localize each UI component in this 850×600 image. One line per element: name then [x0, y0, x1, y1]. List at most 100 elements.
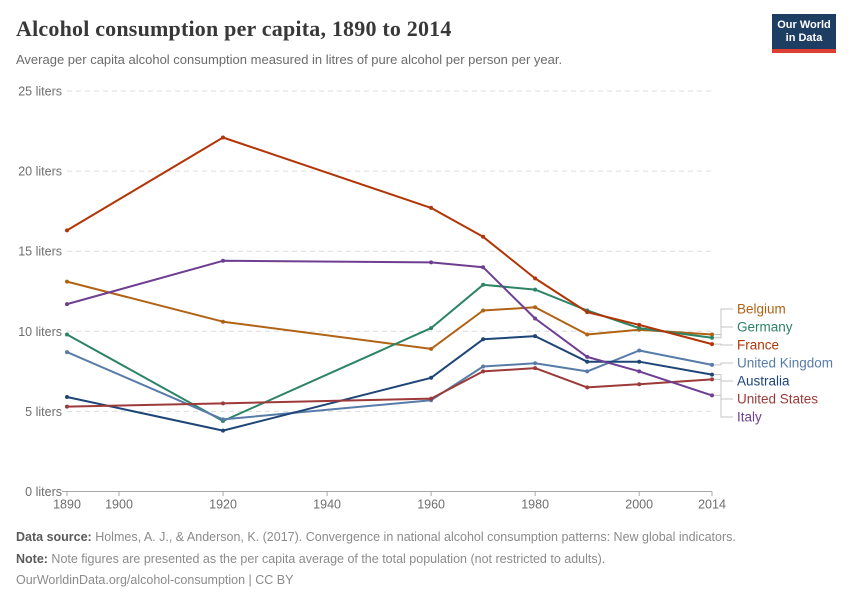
point-germany-2000: [637, 326, 642, 331]
point-united-states-2014: [710, 377, 714, 382]
point-france-1920: [221, 135, 225, 140]
note-text: Note figures are presented as the per ca…: [47, 551, 606, 566]
point-united-states-1980: [533, 366, 538, 371]
legend-connector-belgium: [714, 308, 733, 335]
point-germany-1890: [65, 332, 69, 337]
point-united-states-1990: [585, 385, 590, 390]
point-united-kingdom-1980: [533, 361, 538, 366]
owid-logo-line1: Our World: [777, 18, 831, 31]
point-italy-2000: [637, 369, 642, 374]
owid-logo-line2: in Data: [785, 31, 823, 44]
x-tick-label-1920: 1920: [209, 498, 237, 512]
series-line-united-states: [66, 367, 713, 408]
point-france-1980: [533, 276, 538, 281]
point-australia-1960: [429, 375, 434, 380]
point-france-2014: [710, 342, 714, 347]
legend-label-germany: Germany: [737, 320, 793, 335]
point-italy-1920: [221, 258, 225, 263]
point-italy-1890: [65, 302, 69, 307]
x-tick-label-1940: 1940: [313, 498, 341, 512]
point-australia-1890: [65, 395, 69, 399]
point-france-2000: [637, 322, 642, 327]
x-tick-label-2000: 2000: [625, 498, 653, 512]
point-australia-1920: [221, 428, 225, 433]
x-tick-label-1890: 1890: [53, 498, 81, 512]
point-germany-1960: [429, 326, 434, 331]
page-subtitle: Average per capita alcohol consumption m…: [16, 52, 563, 67]
legend-connector-united-kingdom: [714, 362, 733, 366]
datasource-label: Data source:: [16, 530, 92, 544]
legend-connector-australia: [714, 374, 733, 382]
legend-connector-italy: [714, 394, 733, 418]
point-italy-1960: [429, 260, 434, 265]
datasource-line: Data source: Holmes, A. J., & Anderson, …: [16, 527, 736, 549]
note-label: Note:: [16, 551, 48, 566]
legend-label-united-kingdom: United Kingdom: [737, 356, 833, 371]
point-italy-1980: [533, 316, 538, 321]
legend-label-belgium: Belgium: [737, 302, 786, 317]
legend-connector-united-states: [714, 378, 733, 400]
point-belgium-1920: [221, 319, 225, 324]
point-belgium-1960: [429, 346, 434, 351]
legend-label-australia: Australia: [737, 374, 790, 389]
legend-connector-france: [714, 343, 733, 346]
chart-footer: Data source: Holmes, A. J., & Anderson, …: [16, 527, 736, 592]
point-united-kingdom-2014: [710, 362, 714, 367]
note-line: Note: Note figures are presented as the …: [16, 549, 736, 571]
point-australia-2000: [637, 359, 642, 364]
y-tick-label-5: 5 liters: [25, 405, 62, 419]
point-united-states-1970: [481, 369, 486, 374]
point-germany-1970: [481, 282, 486, 287]
point-france-1990: [585, 310, 590, 315]
point-united-states-2000: [637, 382, 642, 387]
x-tick-label-1960: 1960: [417, 498, 445, 512]
footer-url: OurWorldinData.org/alcohol-consumption |…: [16, 573, 294, 587]
y-tick-label-0: 0 liters: [25, 485, 62, 499]
point-belgium-1890: [65, 279, 69, 284]
series-line-france: [66, 136, 713, 346]
legend-label-france: France: [737, 338, 779, 353]
point-germany-1980: [533, 287, 538, 292]
point-belgium-1990: [585, 332, 590, 337]
page-title: Alcohol consumption per capita, 1890 to …: [16, 16, 452, 41]
point-belgium-1970: [481, 308, 486, 313]
point-united-states-1920: [221, 401, 225, 406]
point-italy-2014: [710, 393, 714, 398]
point-france-1960: [429, 205, 434, 210]
x-tick-label-1900: 1900: [105, 498, 133, 512]
y-tick-label-25: 25 liters: [18, 85, 62, 99]
point-italy-1990: [585, 354, 590, 359]
point-belgium-1980: [533, 305, 538, 310]
legend-label-united-states: United States: [737, 392, 818, 407]
point-belgium-2014: [710, 332, 714, 337]
x-tick-label-2014: 2014: [698, 498, 726, 512]
point-australia-1990: [585, 359, 590, 364]
legend-label-italy: Italy: [737, 410, 762, 425]
series-line-germany: [66, 283, 713, 422]
series-line-united-kingdom: [66, 349, 713, 421]
point-united-kingdom-1920: [221, 417, 225, 422]
point-germany-2014: [710, 335, 714, 340]
point-italy-1970: [481, 265, 486, 270]
series-line-italy: [66, 259, 713, 397]
y-tick-label-15: 15 liters: [18, 245, 62, 259]
point-united-kingdom-1890: [65, 350, 69, 355]
series-line-belgium: [66, 280, 713, 350]
point-united-states-1960: [429, 396, 434, 401]
series-line-australia: [66, 335, 713, 432]
point-united-kingdom-1970: [481, 364, 486, 369]
point-australia-1970: [481, 337, 486, 342]
point-united-states-1890: [65, 404, 69, 409]
point-france-1970: [481, 234, 486, 239]
point-united-kingdom-2000: [637, 348, 642, 353]
point-united-kingdom-1990: [585, 369, 590, 374]
datasource-text: Holmes, A. J., & Anderson, K. (2017). Co…: [91, 530, 736, 544]
point-australia-1980: [533, 334, 538, 339]
y-tick-label-20: 20 liters: [18, 165, 62, 179]
point-france-1890: [65, 228, 69, 233]
legend-connector-germany: [714, 326, 733, 339]
y-tick-label-10: 10 liters: [18, 325, 62, 339]
point-australia-2014: [710, 372, 714, 377]
